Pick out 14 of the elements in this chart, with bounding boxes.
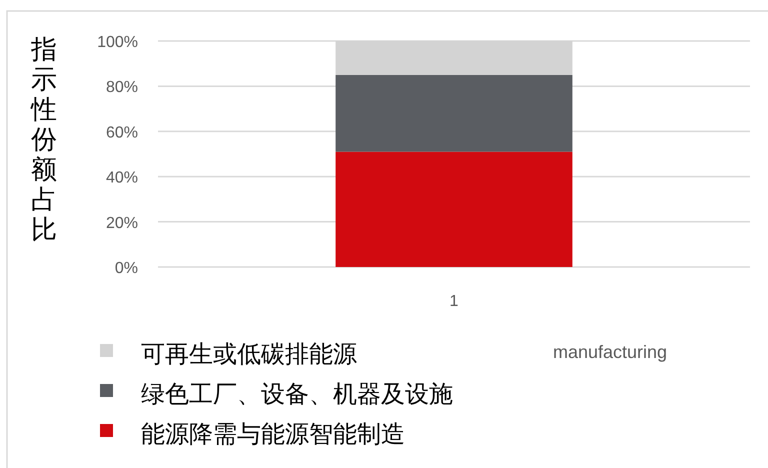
y-tick-label: 60% bbox=[106, 124, 138, 142]
text: manufacturing bbox=[553, 342, 668, 362]
y-tick-label: 100% bbox=[97, 34, 138, 51]
y-tick-label: 0% bbox=[114, 260, 138, 277]
y-axis-title: 指示性份额占比 bbox=[30, 35, 57, 244]
bar bbox=[336, 152, 572, 267]
x-tick-label: 1 bbox=[450, 293, 459, 310]
legend-label: 可再生或低碳排能源 bbox=[141, 342, 357, 368]
legend-label: 能源降需与能源智能制造 bbox=[141, 422, 405, 448]
y-tick-label: 40% bbox=[106, 170, 138, 187]
y-tick-label: 20% bbox=[106, 214, 138, 232]
legend-label: 绿色工厂、设备、机器及设施 bbox=[141, 382, 453, 408]
bar bbox=[336, 74, 572, 152]
y-tick-label: 80% bbox=[106, 79, 138, 96]
